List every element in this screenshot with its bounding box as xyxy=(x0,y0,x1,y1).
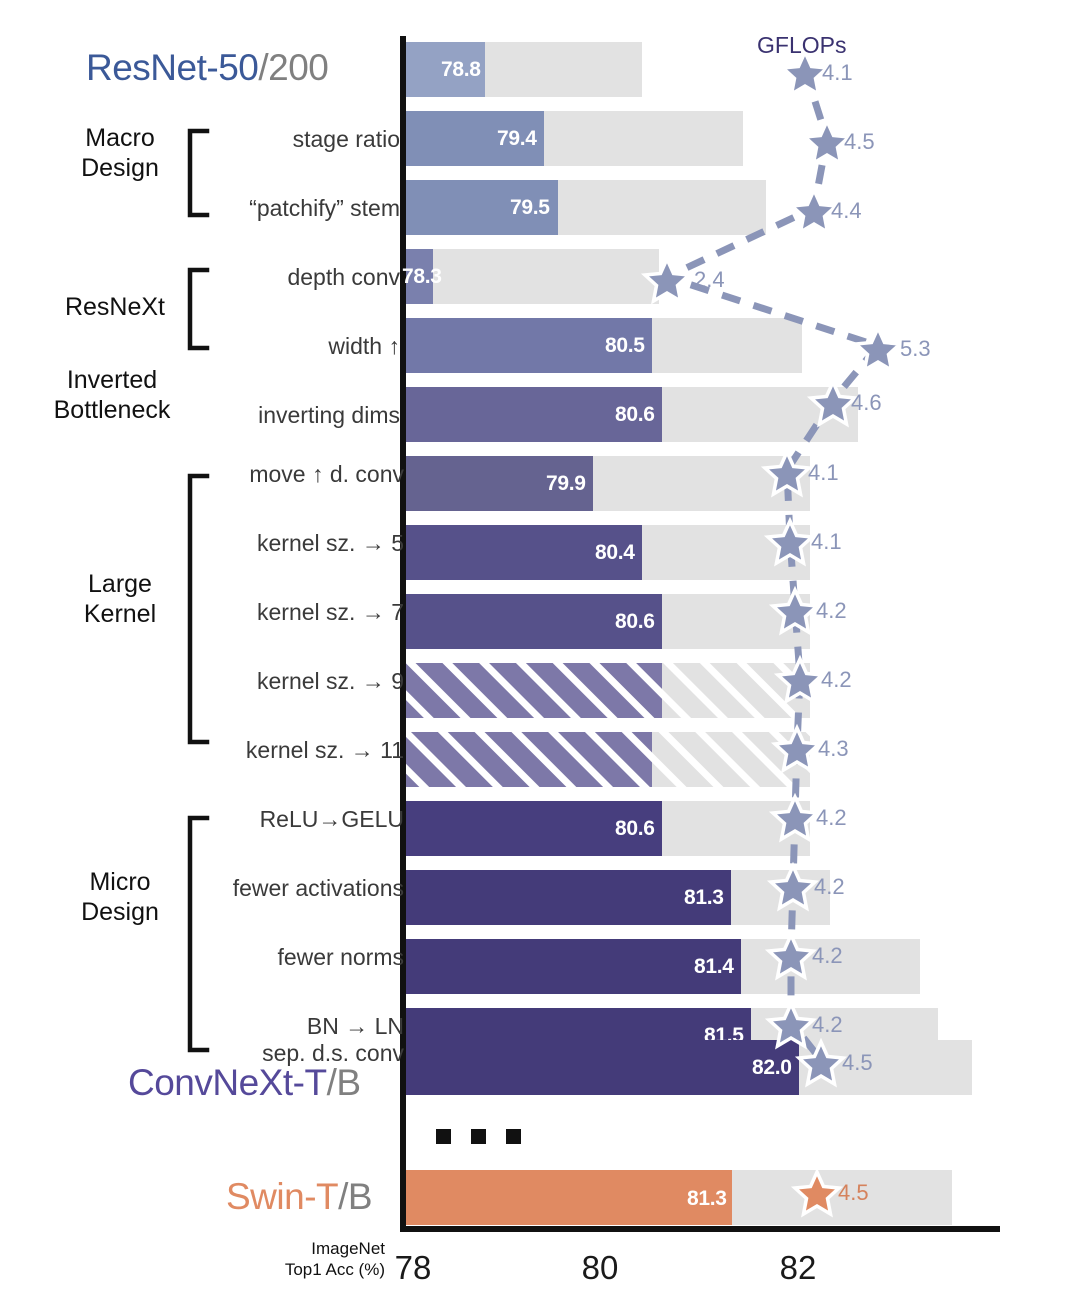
x-axis-title-line: Top1 Acc (%) xyxy=(284,1260,385,1280)
bar-accuracy xyxy=(406,180,558,235)
bar-accuracy xyxy=(406,1170,732,1225)
group-label-inverted-bottleneck: Inverted Bottleneck xyxy=(32,366,192,425)
x-tick-label-80: 80 xyxy=(581,1249,619,1286)
bar-accuracy xyxy=(406,594,662,649)
bar-accuracy xyxy=(406,525,642,580)
row-label-kernel-7: kernel sz. → 7 xyxy=(257,599,404,625)
bar-value-label: 79.5 xyxy=(510,196,550,219)
row-label-fewer-norms: fewer norms xyxy=(277,944,404,970)
model-label-swin-main: Swin-T xyxy=(226,1176,339,1217)
model-label-convnext: ConvNeXt-T/B xyxy=(128,1062,361,1104)
x-tick-label-78: 78 xyxy=(394,1249,432,1286)
bar-value-label: 81.3 xyxy=(684,886,724,909)
bar-accuracy xyxy=(406,387,662,442)
bar-value-label: 80.6 xyxy=(615,817,655,840)
bar-accuracy xyxy=(406,249,433,304)
model-label-resnet: ResNet-50/200 xyxy=(86,47,329,89)
gflops-value-label: 4.2 xyxy=(812,943,843,968)
group-label-line: Inverted xyxy=(66,366,158,394)
group-label-resnext: ResNeXt xyxy=(64,293,166,321)
group-label-line: Design xyxy=(81,897,159,926)
ellipsis-dot xyxy=(471,1129,486,1144)
bar-accuracy xyxy=(406,1040,799,1095)
x-tick-label-82: 82 xyxy=(779,1249,817,1286)
group-label-large-kernel: Large Kernel xyxy=(55,570,185,629)
bar-value-label: 81.4 xyxy=(694,955,734,978)
x-axis-title-line: ImageNet xyxy=(311,1239,385,1258)
row-label-sep-ds-conv: sep. d.s. conv xyxy=(262,1040,404,1066)
gflops-value-label: 4.2 xyxy=(821,667,852,692)
x-axis-title: ImageNet Top1 Acc (%) xyxy=(180,1238,385,1281)
bar-accuracy xyxy=(406,111,544,166)
row-label-relu-gelu: ReLU→GELU xyxy=(259,806,404,832)
gflops-value-label: 5.3 xyxy=(900,336,931,361)
group-label-line: Bottleneck xyxy=(53,395,171,424)
group-label-line: Design xyxy=(81,153,159,182)
group-label-macro-design: Macro Design xyxy=(55,124,185,183)
row-label-kernel-9: kernel sz. → 9 xyxy=(257,668,404,694)
model-label-resnet-main: ResNet-50 xyxy=(86,47,259,88)
group-label-line: Kernel xyxy=(83,599,157,628)
bar-accuracy xyxy=(406,318,652,373)
bar-value-label: 78.8 xyxy=(441,58,481,81)
row-label-kernel-11: kernel sz. → 11 xyxy=(245,737,404,763)
gflops-value-label: 4.1 xyxy=(822,60,853,85)
bar-value-label: 80.5 xyxy=(605,748,645,771)
gflops-value-label-swin: 4.5 xyxy=(838,1180,869,1205)
gflops-value-label: 2.4 xyxy=(694,267,725,292)
bar-value-label: 81.3 xyxy=(687,1187,727,1210)
group-label-micro-design: Micro Design xyxy=(55,868,185,927)
bar-value-label: 79.4 xyxy=(497,127,537,150)
bar-value-label: 80.6 xyxy=(615,610,655,633)
bar-value-label: 80.6 xyxy=(615,403,655,426)
group-label-line: Macro xyxy=(85,124,155,152)
bar-background xyxy=(406,249,659,304)
row-label-inverting-dims: inverting dims xyxy=(258,402,400,428)
row-label-stage-ratio: stage ratio xyxy=(292,126,400,152)
model-label-swin: Swin-T/B xyxy=(226,1176,373,1218)
row-label-fewer-activations: fewer activations xyxy=(232,875,404,901)
gflops-value-label: 4.2 xyxy=(812,1012,843,1037)
ellipsis-dot xyxy=(436,1129,451,1144)
bar-accuracy xyxy=(406,801,662,856)
row-label-bn-ln: BN → LN xyxy=(306,1013,404,1039)
bar-accuracy xyxy=(406,42,485,97)
row-label-kernel-5: kernel sz. → 5 xyxy=(257,530,404,556)
model-label-convnext-main: ConvNeXt-T xyxy=(128,1062,327,1103)
gflops-value-label: 4.1 xyxy=(811,529,842,554)
x-axis-line xyxy=(400,1226,1000,1232)
row-label-depth-conv: depth conv xyxy=(287,264,400,290)
row-label-patchify-stem: “patchify” stem xyxy=(249,195,400,221)
gflops-value-label: 4.2 xyxy=(816,805,847,830)
row-label-width-up: width ↑ xyxy=(328,333,400,359)
bar-accuracy xyxy=(406,939,741,994)
bar-accuracy xyxy=(406,870,731,925)
model-label-swin-sub: /B xyxy=(338,1176,373,1217)
gflops-value-label: 4.3 xyxy=(818,736,849,761)
ellipsis-dot xyxy=(506,1129,521,1144)
y-axis-line xyxy=(400,36,406,1232)
model-label-resnet-sub: /200 xyxy=(258,47,329,88)
bar-value-label: 80.4 xyxy=(595,541,635,564)
bar-value-label: 80.5 xyxy=(605,334,645,357)
bar-value-label: 80.6 xyxy=(615,679,655,702)
gflops-value-label: 4.2 xyxy=(814,874,845,899)
model-label-convnext-sub: /B xyxy=(326,1062,361,1103)
gflops-value-label: 4.4 xyxy=(831,198,862,223)
gflops-value-label: 4.2 xyxy=(816,598,847,623)
bar-value-label: 82.0 xyxy=(752,1056,792,1079)
gflops-series-title: GFLOPs xyxy=(757,32,847,58)
group-label-line: Large xyxy=(88,570,152,598)
bar-value-label: 79.9 xyxy=(546,472,586,495)
group-label-line: Micro xyxy=(89,868,151,896)
gflops-value-label: 4.5 xyxy=(844,129,875,154)
gflops-value-label: 4.5 xyxy=(842,1050,873,1075)
bar-value-label: 78.3 xyxy=(402,265,442,288)
bar-accuracy xyxy=(406,456,593,511)
row-label-move-up-d-conv: move ↑ d. conv xyxy=(249,461,404,487)
gflops-value-label: 4.1 xyxy=(808,460,839,485)
gflops-value-label: 4.6 xyxy=(851,390,882,415)
